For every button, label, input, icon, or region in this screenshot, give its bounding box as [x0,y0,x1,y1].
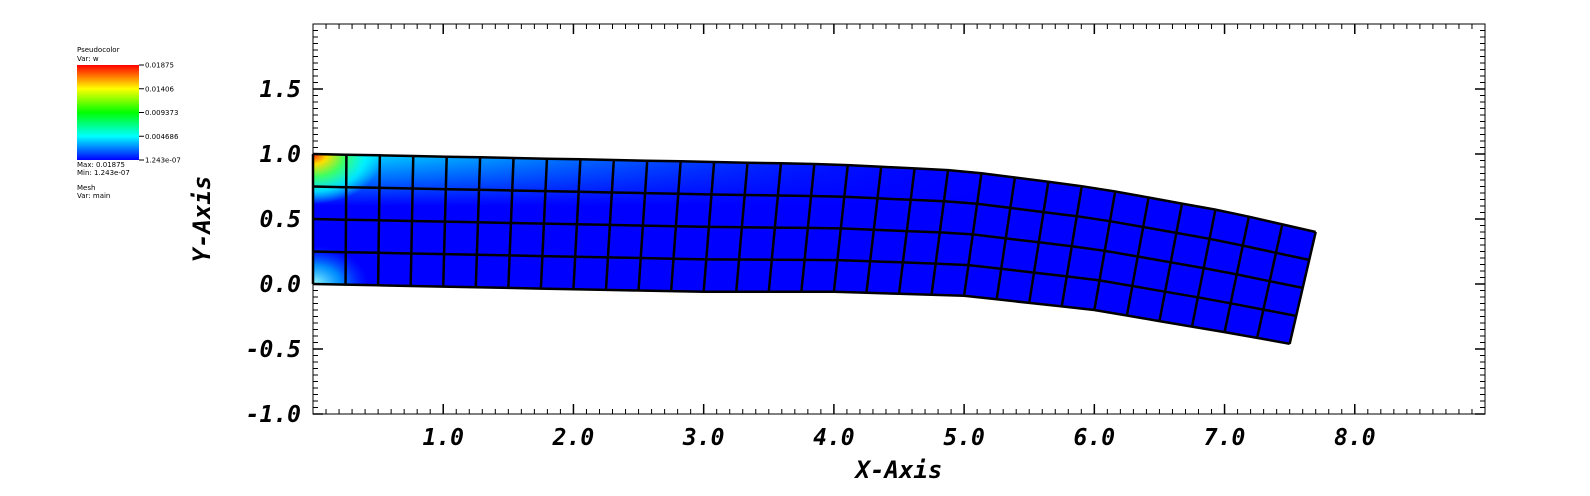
y-tick-label: 0.5 [259,207,301,233]
mesh-column-line [995,177,1017,300]
mesh-column-line [832,164,850,292]
x-axis-title: X-Axis [854,456,943,484]
mesh-column-line [1158,203,1184,322]
mesh-column-line [539,158,549,289]
y-tick-label: 1.0 [259,142,301,168]
mesh-column-line [1027,181,1050,304]
mesh-column-line [930,169,950,295]
x-tick-label: 4.0 [813,425,855,451]
mesh-column-line [1093,191,1117,311]
x-tick-label: 8.0 [1334,425,1376,451]
mesh-column-line [702,161,716,292]
y-tick-label: 1.5 [259,77,301,103]
legend-tick-label: 0.004686 [145,133,179,141]
x-tick-label: 2.0 [552,425,595,451]
mesh-column-line [441,156,448,287]
minor-ticks [313,24,1485,414]
legend-plot-name: Pseudocolor [77,46,120,54]
mesh-column-line [962,172,983,296]
y-axis-ticks: -1.0 -0.5 0.0 0.5 1.0 1.5 [246,77,1485,428]
mesh-row-line [312,152,1316,234]
legend-max: Max: 0.01875 [77,161,125,169]
legend-tick-label: 0.01875 [145,62,174,70]
x-tick-label: 6.0 [1074,425,1116,451]
legend-tick-label: 0.01406 [145,85,174,93]
mesh-column-line [604,159,616,290]
x-tick-label: 5.0 [943,425,985,451]
mesh-column-line [1223,216,1251,333]
y-tick-label: 0.0 [259,272,301,298]
mesh-column-line [767,163,783,292]
x-tick-label: 3.0 [682,425,725,451]
mesh-fill [313,154,1316,344]
mesh-column-line [734,162,749,292]
x-axis-ticks: 1.0 2.0 3.0 4.0 5.0 6.0 7.0 8.0 [422,24,1376,451]
mesh-column-line [376,155,382,286]
legend-min: Min: 1.243e-07 [77,169,130,177]
y-tick-label: -1.0 [246,402,301,428]
mesh-column-line [344,154,348,285]
mesh-column-line [474,157,482,288]
legend-mesh-var: Var: main [77,192,110,200]
legend-tick-label: 1.243e-07 [145,157,181,165]
mesh-column-line [1288,231,1317,345]
legend-color-bar [77,65,139,160]
y-tick-label: -0.5 [246,337,301,363]
legend-tick-label: 0.009373 [145,109,178,117]
mesh-column-line [865,166,883,293]
legend-ticks: 0.01875 0.01406 0.009373 0.004686 1.243e-07 [139,62,181,165]
y-axis-title: Y-Axis [188,176,216,263]
mesh-column-line [409,155,415,286]
mesh-column-line [1255,224,1284,339]
mesh-column-line [1190,209,1217,327]
mesh-column-line [1060,185,1083,307]
hot-spot-top [313,154,383,204]
mesh-column-line [800,163,816,292]
mesh-column-line [572,159,582,290]
legend: Pseudocolor Var: w 0.01875 0.01406 0.00937… [77,46,181,200]
legend-var-line: Var: w [77,55,99,63]
x-tick-label: 1.0 [422,425,464,451]
mesh-column-line [669,161,682,292]
mesh-column-line [1125,197,1150,316]
mesh-column-line [637,160,649,291]
mesh-column-line [897,168,916,294]
mesh-column-line [507,157,515,288]
legend-mesh-name: Mesh [77,184,95,192]
x-tick-label: 7.0 [1204,425,1246,451]
